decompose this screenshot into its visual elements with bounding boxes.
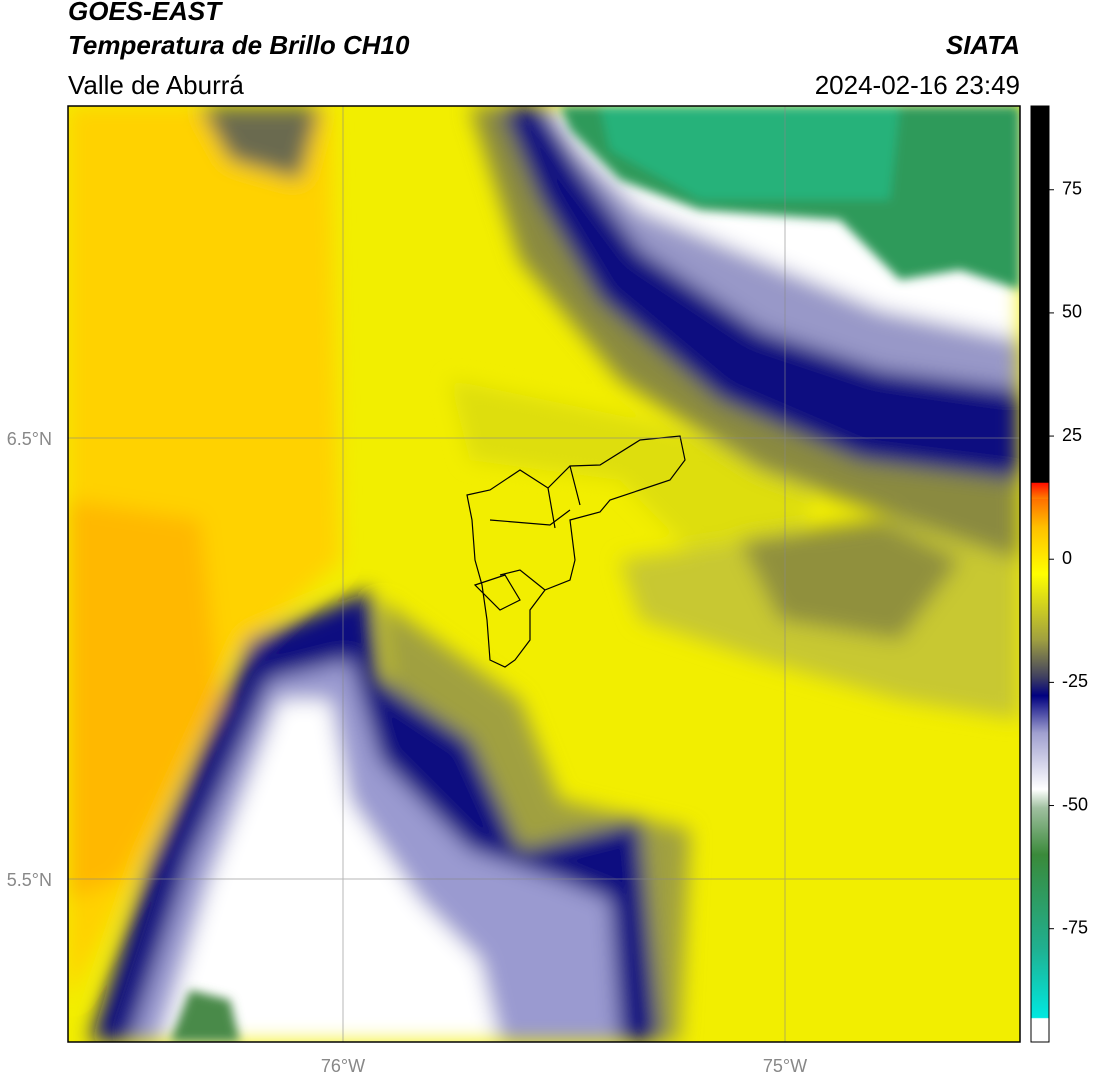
colorbar-tick-label: 25	[1062, 425, 1082, 445]
colorbar-tick-label: 0	[1062, 548, 1072, 568]
colorbar-tick-label: -75	[1062, 917, 1088, 937]
lat-label: 6.5°N	[7, 429, 52, 449]
satellite: GOES-EAST	[68, 0, 223, 26]
lat-label: 5.5°N	[7, 870, 52, 890]
colorbar-tick-label: -25	[1062, 671, 1088, 691]
colorbar	[1030, 105, 1050, 1043]
product: Temperatura de Brillo CH10	[68, 30, 410, 60]
map-image	[68, 106, 1020, 1042]
colorbar-tick-label: 75	[1062, 178, 1082, 198]
region: Valle de Aburrá	[68, 70, 244, 100]
colorbar-tick-label: 50	[1062, 302, 1082, 322]
lon-label: 75°W	[763, 1056, 807, 1076]
agency: SIATA	[946, 30, 1020, 60]
lon-label: 76°W	[321, 1056, 365, 1076]
datetime: 2024-02-16 23:49	[815, 70, 1020, 100]
map-frame	[67, 105, 1021, 1043]
colorbar-tick-label: -50	[1062, 794, 1088, 814]
